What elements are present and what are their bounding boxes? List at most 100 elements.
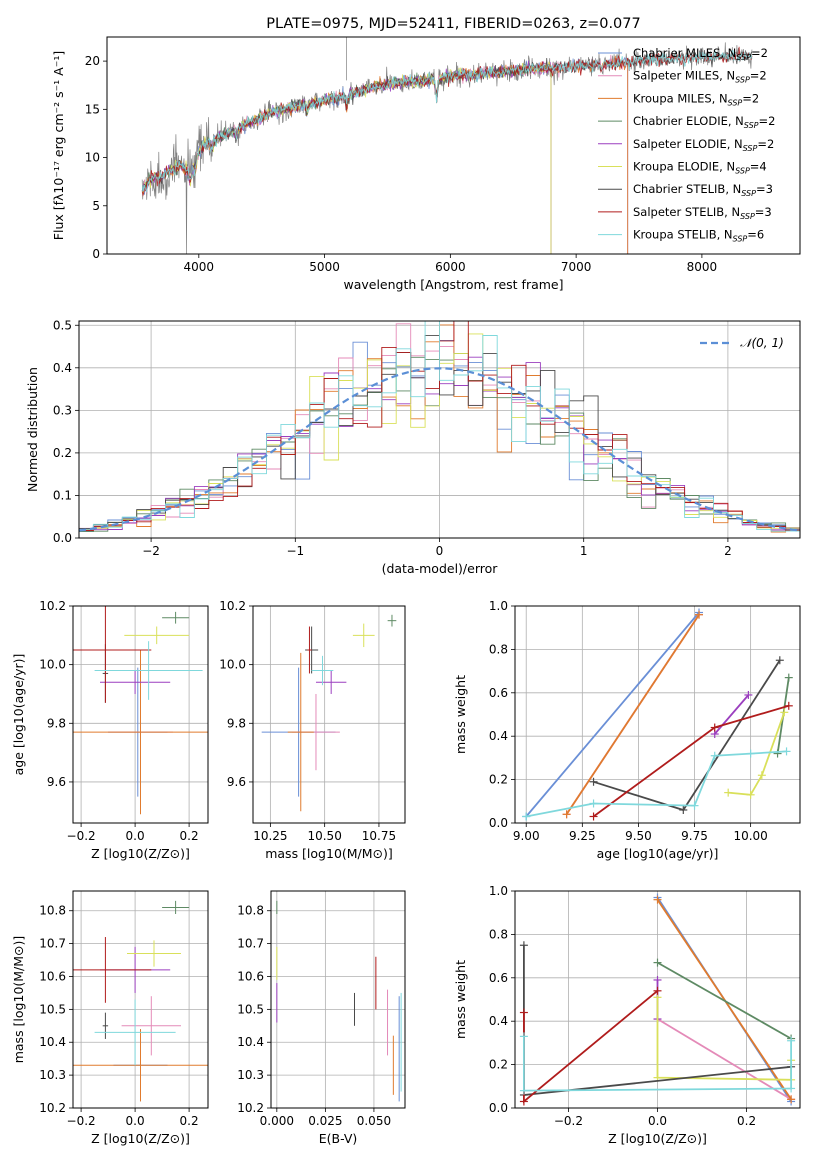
x-tick-label: 9.50 (625, 829, 652, 843)
axes-mass-vs-ebv: 0.000 0.025 0.050 10.2 10.3 10.4 10.5 10.6 10.7 1… (237, 890, 406, 1146)
y-tick-label: 0.2 (489, 1058, 508, 1072)
y-tick-label: 0.0 (489, 1101, 508, 1115)
x-tick-label: 6000 (435, 260, 466, 274)
y-tick-label: 15 (85, 102, 100, 116)
plus-marker (695, 610, 704, 619)
axes-frame (72, 890, 209, 1109)
y-tick-label: 10.4 (237, 1035, 264, 1049)
x-tick-label: 10.25 (253, 829, 287, 843)
y-tick-label: 0.4 (489, 1014, 508, 1028)
plus-marker (784, 701, 793, 710)
plus-marker (787, 1036, 796, 1045)
y-tick-label: 0.4 (489, 729, 508, 743)
plus-marker (653, 895, 662, 904)
y-tick-label: 10.2 (39, 599, 66, 613)
axes-age-vs-mass: 10.25 10.50 10.75 9.6 9.8 10.0 10.2 mass [log10… (219, 599, 406, 861)
weight-line (714, 694, 750, 735)
plus-marker (519, 1097, 528, 1106)
y-axis-label: mass [log10(M/M⊙)] (11, 936, 26, 1064)
x-tick-label: 2 (724, 544, 732, 558)
plus-marker (773, 749, 782, 758)
y-axis-label: age [log10(age/yr)] (11, 654, 26, 776)
y-axis-label: mass weight (453, 960, 468, 1039)
x-tick-label: 9.75 (681, 829, 708, 843)
x-tick-label: 7000 (561, 260, 592, 274)
axes-frame (514, 605, 801, 824)
plus-marker (782, 747, 791, 756)
y-tick-label: 20 (85, 54, 100, 68)
error-point (73, 606, 152, 703)
x-tick-label: 0.0 (126, 829, 145, 843)
y-tick-label: 0.3 (53, 403, 72, 417)
x-tick-label: 0.025 (308, 1114, 342, 1128)
error-point (100, 670, 171, 694)
y-tick-label: 10.3 (39, 1068, 66, 1082)
x-tick-label: 10.75 (362, 829, 396, 843)
plus-marker (679, 805, 688, 814)
x-tick-label: 0.0 (126, 1114, 145, 1128)
plot-area-mass-weight-vs-z (519, 893, 796, 1106)
plus-marker (562, 810, 571, 819)
weight-line (523, 990, 659, 1104)
x-axis-label: Z [log10(Z/Z⊙)] (91, 1131, 190, 1146)
x-tick-label: 8000 (687, 260, 718, 274)
axes-mass-weight-vs-z: −0.2 0.0 0.2 0.0 0.2 0.4 0.6 0.8 1.0 Z [log10(Z/Z… (453, 884, 801, 1146)
y-tick-label: 10.3 (237, 1068, 264, 1082)
y-tick-label: 9.8 (227, 716, 246, 730)
x-tick-label: 1 (580, 544, 588, 558)
plus-marker (746, 749, 755, 758)
weight-line (593, 659, 781, 812)
plus-marker (787, 1095, 796, 1104)
x-tick-label: −1 (286, 544, 304, 558)
x-tick-label: 9.25 (569, 829, 596, 843)
y-tick-label: 0.2 (53, 446, 72, 460)
plus-marker (744, 690, 753, 699)
x-axis-label: Z [log10(Z/Z⊙)] (91, 846, 190, 861)
y-tick-label: 10.5 (39, 1002, 66, 1016)
y-tick-label: 0.2 (489, 773, 508, 787)
y-axis-label: Flux [fλ10⁻¹⁷ erg cm⁻² s⁻¹ A⁻¹] (51, 51, 66, 240)
error-point (73, 937, 152, 1003)
error-point (121, 996, 181, 1056)
y-tick-label: 0.0 (53, 531, 72, 545)
plus-marker (724, 788, 733, 797)
plus-marker (519, 941, 528, 950)
y-tick-label: 5 (92, 199, 100, 213)
y-tick-label: 0.4 (53, 361, 72, 375)
plot-area-mass-vs-ebv (276, 900, 402, 1102)
x-tick-label: −0.2 (67, 829, 96, 843)
legend-entry: 𝒩(0, 1) (740, 336, 784, 350)
axes-spectrum: 4000 5000 6000 7000 8000 0 5 10 15 20 wavelength [… (51, 36, 801, 292)
legend: Chabrier MILES, NSSP=2 Salpeter MILES, NS… (598, 46, 775, 244)
y-axis-label: Normed distribution (25, 367, 40, 492)
weight-line (592, 704, 790, 818)
x-tick-label: 0.000 (260, 1114, 294, 1128)
legend-entry: Salpeter ELODIE, NSSP=2 (633, 137, 774, 153)
y-tick-label: 0.6 (489, 686, 508, 700)
y-tick-label: 10.8 (39, 904, 66, 918)
legend-entry: Salpeter MILES, NSSP=2 (633, 69, 767, 85)
plus-marker (519, 1086, 528, 1095)
normal-curve (79, 367, 800, 532)
axes-frame (106, 36, 801, 255)
axes-frame (270, 890, 406, 1109)
plus-marker (653, 975, 662, 984)
plot-area-mass-vs-z (73, 900, 208, 1102)
y-tick-label: 1.0 (489, 599, 508, 613)
x-tick-label: 0.2 (180, 1114, 199, 1128)
y-tick-label: 10.7 (39, 937, 66, 951)
error-point (162, 611, 190, 624)
plus-marker (653, 986, 662, 995)
y-tick-label: 10.8 (237, 904, 264, 918)
y-tick-label: 10.5 (237, 1002, 264, 1016)
plus-marker (690, 801, 699, 810)
y-tick-label: 9.6 (47, 775, 66, 789)
plus-marker (746, 790, 755, 799)
y-tick-label: 0.8 (489, 927, 508, 941)
plus-marker (784, 673, 793, 682)
y-tick-label: 9.8 (47, 716, 66, 730)
weight-line (656, 899, 792, 1100)
x-tick-label: −2 (142, 544, 160, 558)
legend-entry: Chabrier MILES, NSSP=2 (633, 46, 768, 62)
y-tick-label: 10.2 (39, 1101, 66, 1115)
